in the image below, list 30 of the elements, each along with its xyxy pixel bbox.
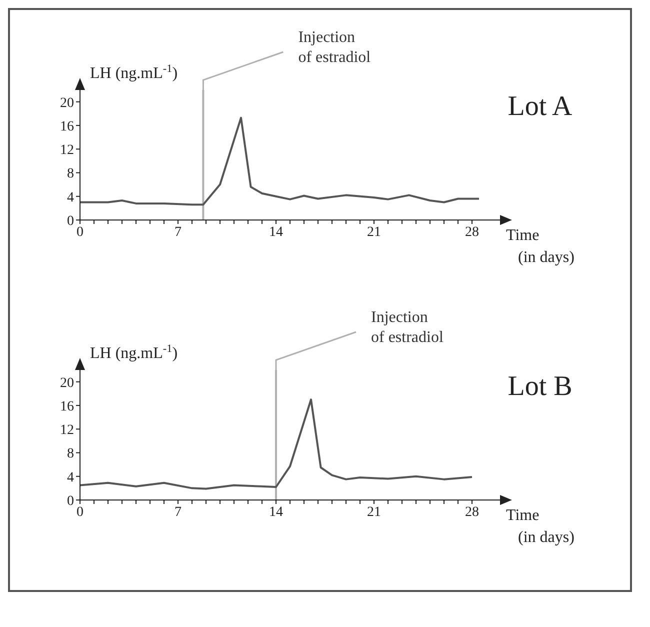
y-tick-label: 20 <box>60 96 74 111</box>
y-tick-label: 12 <box>60 143 74 158</box>
y-tick-label: 12 <box>60 423 74 438</box>
chart-title: Lot B <box>508 371 572 402</box>
x-tick-label: 28 <box>465 224 479 240</box>
y-tick-label: 0 <box>67 214 74 229</box>
x-axis-title: Time (in days) <box>506 507 574 546</box>
x-axis-title: Time (in days) <box>506 227 574 266</box>
x-tick-label: 21 <box>367 504 381 520</box>
ref-line-label: Injection of estradiol <box>371 309 444 346</box>
x-tick-label: 14 <box>269 504 283 520</box>
x-tick-label: 21 <box>367 224 381 240</box>
y-axis-title: LH (ng.mL$^{-1}$) <box>90 343 178 362</box>
y-tick-label: 16 <box>60 119 74 134</box>
chart-title: Lot A <box>508 91 574 122</box>
y-tick-label: 8 <box>67 166 74 182</box>
x-tick-label: 7 <box>174 504 182 520</box>
y-tick-label: 16 <box>60 399 74 414</box>
x-tick-label: 0 <box>76 504 84 520</box>
y-tick-label: 4 <box>67 190 74 206</box>
y-tick-label: 0 <box>67 494 74 509</box>
x-tick-label: 7 <box>174 224 182 240</box>
x-tick-label: 28 <box>465 504 479 520</box>
y-axis-title: LH (ng.mL$^{-1}$) <box>90 63 178 82</box>
x-tick-label: 14 <box>269 224 283 240</box>
y-tick-label: 8 <box>67 446 74 462</box>
x-tick-label: 0 <box>76 224 84 240</box>
ref-line-label: Injection of estradiol <box>298 29 372 66</box>
y-tick-label: 4 <box>67 470 74 486</box>
y-tick-label: 20 <box>60 376 74 391</box>
